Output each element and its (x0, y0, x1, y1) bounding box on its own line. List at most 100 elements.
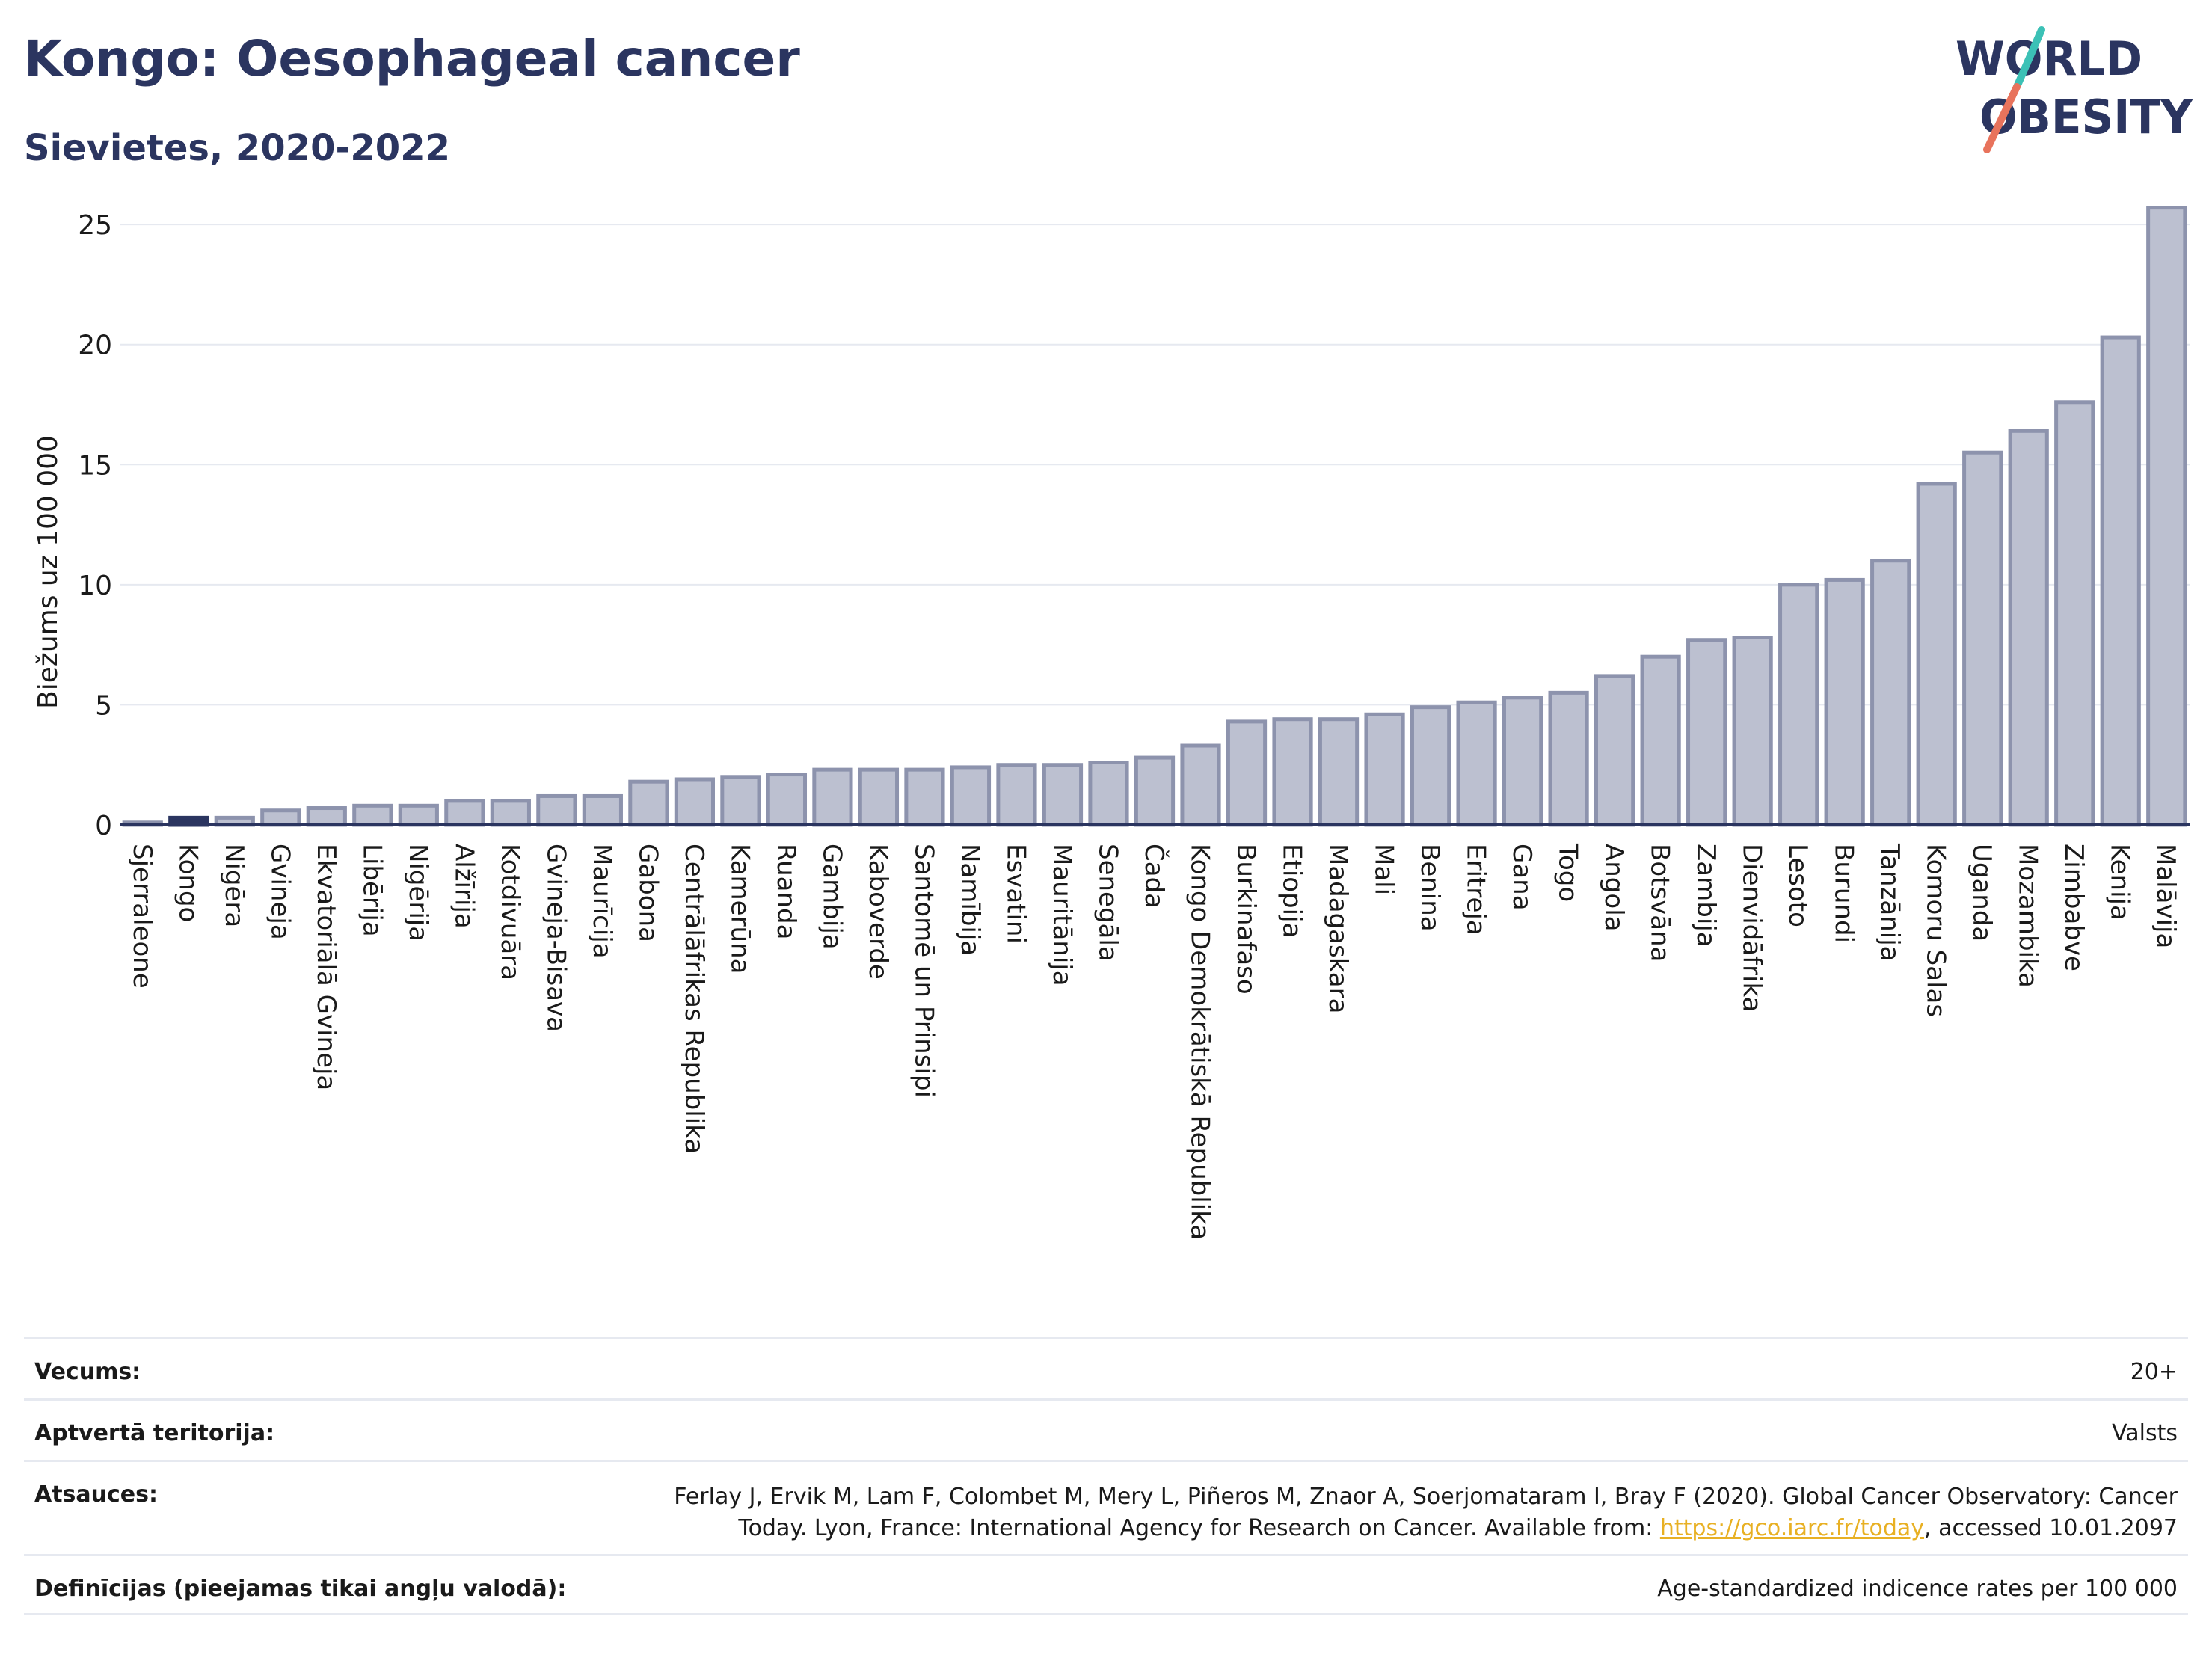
logo-text-world: WORLD (1956, 31, 2142, 86)
x-tick-label: Santomē un Prinsipi (909, 844, 938, 1098)
bar-44 (2146, 206, 2187, 827)
y-tick-label: 5 (95, 690, 112, 721)
x-tick-label: Centrālāfrikas Republika (679, 844, 709, 1154)
bar-5 (352, 803, 393, 827)
bar-33 (1640, 654, 1681, 827)
x-tick-label: Togo (1553, 843, 1583, 902)
x-tick-label: Tanzānija (1875, 843, 1905, 961)
y-tick-label: 10 (78, 571, 112, 601)
bar-6 (398, 803, 439, 827)
bar-8 (490, 799, 531, 827)
x-tick-label: Kamerūna (725, 844, 755, 974)
bar-12 (674, 777, 715, 827)
territory-label: Aptvertā teritorija: (34, 1420, 275, 1446)
x-tick-label: Čada (1139, 844, 1170, 909)
age-label: Vecums: (34, 1359, 141, 1385)
bar-23 (1180, 743, 1221, 827)
territory-value: Valsts (2112, 1420, 2178, 1446)
x-tick-label: Malāvija (2151, 844, 2181, 948)
x-tick-label: Esvatini (1001, 844, 1030, 944)
x-tick-label: Kaboverde (863, 844, 893, 980)
x-tick-label: Maurīcija (587, 844, 617, 959)
x-tick-label: Madagaskara (1323, 844, 1353, 1013)
bar-31 (1548, 690, 1589, 827)
bar-28 (1410, 705, 1451, 827)
metadata-table: Vecums: 20+ Aptvertā teritorija: Valsts … (24, 1337, 2188, 1615)
x-tick-label: Gabona (633, 844, 663, 942)
x-tick-label: Lesoto (1783, 844, 1813, 927)
x-tick-label: Senegāla (1093, 844, 1122, 962)
x-tick-label: Kongo Demokrātiskā Republika (1185, 844, 1215, 1240)
references-citation: Ferlay J, Ervik M, Lam F, Colombet M, Me… (674, 1484, 2178, 1541)
references-accessed: , accessed 10.01.2097 (1924, 1515, 2178, 1541)
chart-subtitle: Sievietes, 2020-2022 (24, 127, 450, 169)
bar-14 (766, 773, 808, 827)
x-tick-label: Ruanda (771, 844, 801, 939)
bar-39 (1916, 482, 1957, 827)
x-tick-label: Kongo (173, 844, 203, 922)
definitions-value: Age-standardized indicence rates per 100… (1657, 1576, 2178, 1602)
x-tick-label: Mauritānija (1047, 844, 1077, 986)
bar-20 (1042, 763, 1084, 827)
x-tick-label: Eritreja (1461, 844, 1491, 936)
bar-30 (1502, 696, 1543, 827)
bar-10 (582, 793, 623, 827)
y-tick-label: 25 (78, 210, 112, 241)
x-tick-label: Sjerraleone (127, 844, 157, 989)
logo-slash-bottom (1983, 83, 2021, 153)
bar-36 (1778, 583, 1819, 827)
x-tick-label: Kenija (2105, 844, 2135, 921)
chart-title: Kongo: Oesophageal cancer (24, 30, 800, 87)
bar-40 (1962, 450, 2003, 827)
bar-18 (950, 765, 992, 827)
references-text: Ferlay J, Ervik M, Lam F, Colombet M, Me… (607, 1481, 2188, 1544)
bar-26 (1318, 717, 1360, 827)
bar-24 (1226, 719, 1268, 827)
references-link[interactable]: https://gco.iarc.fr/today (1659, 1515, 1925, 1541)
x-tick-label: Ekvatoriālā Gvineja (311, 844, 341, 1090)
x-tick-label: Etiopija (1277, 844, 1307, 938)
row-age: Vecums: 20+ (24, 1337, 2188, 1398)
row-territory: Aptvertā teritorija: Valsts (24, 1398, 2188, 1460)
y-tick-label: 0 (95, 811, 112, 841)
age-value: 20+ (2130, 1359, 2178, 1385)
bar-35 (1732, 636, 1773, 827)
x-tick-label: Gvineja-Bisava (541, 844, 571, 1032)
row-references: Atsauces: Ferlay J, Ervik M, Lam F, Colo… (24, 1460, 2188, 1554)
x-tick-label: Mozambika (2013, 844, 2043, 988)
bar-19 (996, 763, 1037, 827)
y-tick-label: 15 (78, 450, 112, 481)
logo-slash-top (2013, 26, 2045, 90)
bar-34 (1686, 638, 1727, 827)
row-definitions: Definīcijas (pieejamas tikai angļu valod… (24, 1554, 2188, 1615)
x-tick-label: Gvineja (265, 844, 295, 940)
bar-3 (260, 808, 301, 827)
x-tick-label: Gambija (817, 844, 847, 950)
x-tick-label: Nigēra (219, 844, 249, 927)
x-tick-label: Gana (1507, 844, 1537, 911)
bar-42 (2054, 400, 2095, 827)
bar-32 (1594, 674, 1635, 827)
y-axis-label: Biežums uz 100 000 (33, 435, 64, 709)
bar-29 (1456, 700, 1497, 827)
x-tick-label: Benina (1415, 844, 1445, 932)
bar-21 (1088, 761, 1129, 827)
bar-25 (1272, 717, 1313, 827)
references-label: Atsauces: (34, 1481, 158, 1508)
bar-27 (1364, 712, 1405, 827)
x-tick-label: Nigērija (403, 844, 433, 942)
bar-17 (904, 767, 945, 827)
x-tick-label: Komoru Salas (1921, 844, 1951, 1017)
definitions-label: Definīcijas (pieejamas tikai angļu valod… (34, 1576, 567, 1602)
bars (122, 206, 2187, 827)
bar-9 (536, 793, 577, 827)
bar-7 (444, 799, 485, 827)
x-tick-label: Burundi (1829, 844, 1859, 943)
x-axis-labels: Sjerraleone Kongo Nigēra Gvineja Ekvatoriālā… (127, 843, 2181, 1240)
bar-41 (2008, 429, 2049, 827)
bar-11 (628, 779, 669, 827)
x-tick-label: Uganda (1967, 844, 1997, 942)
x-tick-label: Angola (1599, 844, 1629, 931)
x-tick-label: Zimbabve (2059, 844, 2089, 971)
x-tick-label: Burkinafaso (1231, 844, 1261, 995)
